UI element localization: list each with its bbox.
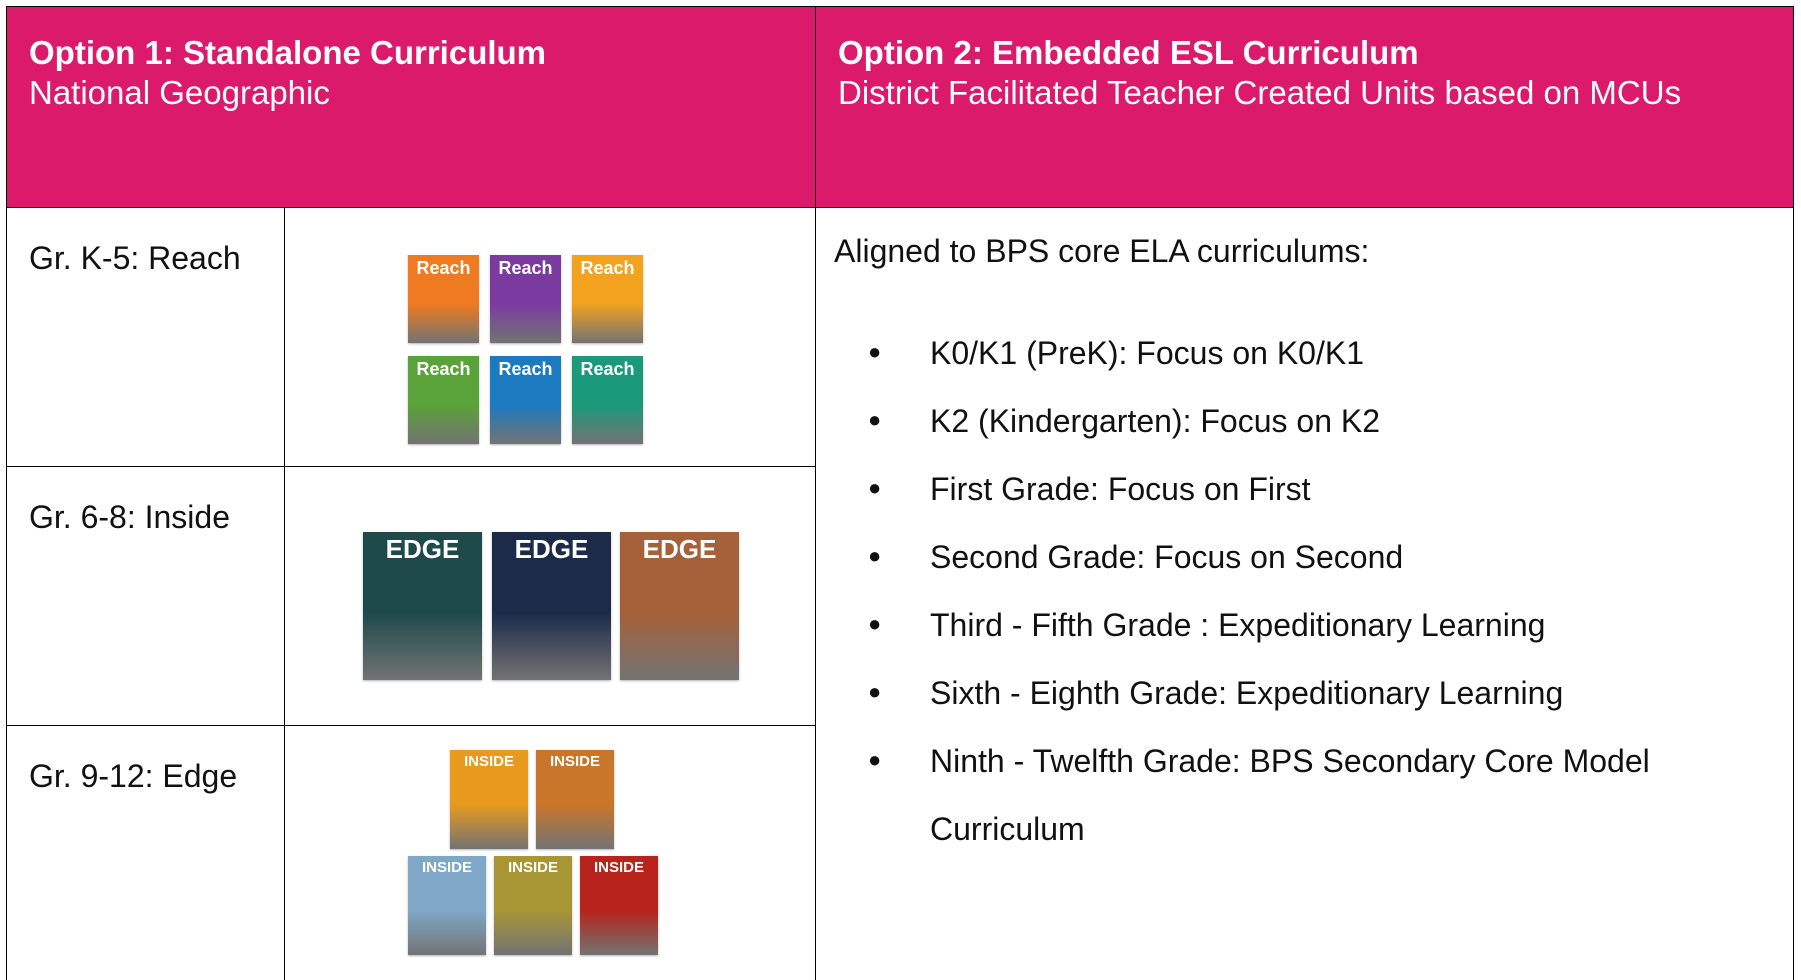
bullet: ● (868, 543, 882, 568)
bullet: ● (868, 407, 882, 432)
book-cover: INSIDE (580, 856, 658, 955)
grade-cell: Gr. 6-8: Inside (6, 466, 285, 726)
bullet: ● (868, 475, 882, 500)
header-subtitle: National Geographic (29, 74, 330, 111)
grade-cell: Gr. K-5: Reach (6, 207, 285, 467)
book-cover: INSIDE (408, 856, 486, 955)
grade-cell: Gr. 9-12: Edge (6, 725, 285, 980)
header-title: Option 2: Embedded ESL Curriculum (838, 34, 1419, 71)
list-item: K2 (Kindergarten): Focus on K2 (930, 403, 1381, 439)
book-cover: Reach (408, 356, 479, 444)
bullet: ● (868, 747, 882, 772)
intro-text: Aligned to BPS core ELA curriculums: (834, 233, 1370, 269)
bullet: ● (868, 679, 882, 704)
bullet: ● (868, 611, 882, 636)
header-subtitle: District Facilitated Teacher Created Uni… (838, 74, 1682, 111)
book-cover: INSIDE (450, 750, 528, 849)
header-title: Option 1: Standalone Curriculum (29, 34, 547, 71)
list-item: Ninth - Twelfth Grade: BPS Secondary Cor… (930, 743, 1650, 847)
book-cover: EDGE (620, 532, 739, 680)
bullet: ● (868, 339, 882, 364)
book-cover: INSIDE (494, 856, 572, 955)
list-item: Second Grade: Focus on Second (930, 539, 1404, 575)
book-cover: Reach (572, 255, 643, 343)
book-cover: Reach (572, 356, 643, 444)
list-item: Third - Fifth Grade : Expeditionary Lear… (930, 607, 1546, 643)
book-cover: Reach (490, 255, 561, 343)
covers-cell (284, 725, 816, 980)
list-item: First Grade: Focus on First (930, 471, 1311, 507)
book-cover: EDGE (363, 532, 482, 680)
header-option2: Option 2: Embedded ESL Curriculum Distri… (815, 6, 1794, 208)
book-cover: Reach (408, 255, 479, 343)
book-cover: EDGE (492, 532, 611, 680)
list-item: K0/K1 (PreK): Focus on K0/K1 (930, 335, 1364, 371)
book-cover: Reach (490, 356, 561, 444)
header-option1: Option 1: Standalone Curriculum National… (6, 6, 816, 208)
book-cover: INSIDE (536, 750, 614, 849)
list-item: Sixth - Eighth Grade: Expeditionary Lear… (930, 675, 1564, 711)
